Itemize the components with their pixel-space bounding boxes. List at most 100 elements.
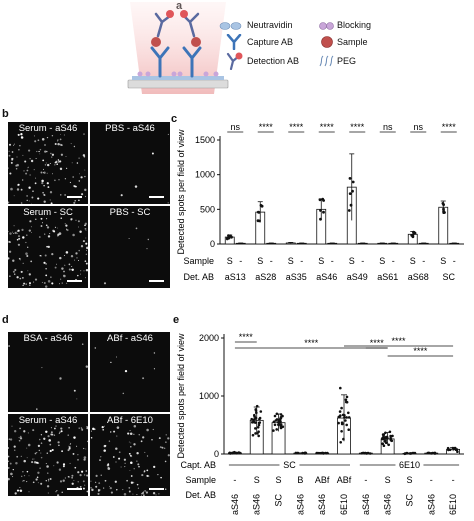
- spot: [64, 223, 66, 225]
- data-point: [254, 409, 258, 412]
- spot: [76, 257, 78, 259]
- data-point: [277, 419, 281, 422]
- spot: [50, 276, 52, 278]
- spot: [77, 481, 79, 483]
- spot: [79, 173, 80, 175]
- spot: [42, 172, 44, 173]
- spot: [31, 461, 34, 464]
- spot: [77, 458, 79, 461]
- data-point: [275, 412, 279, 416]
- spot: [65, 224, 68, 227]
- spots-d-1: [8, 343, 88, 410]
- row-label-sample: Sample: [185, 475, 216, 485]
- data-point: [388, 430, 392, 434]
- spot: [87, 440, 88, 443]
- spot: [60, 430, 63, 433]
- spot: [41, 182, 44, 185]
- spot: [143, 471, 145, 473]
- spot: [78, 226, 79, 228]
- spot: [64, 178, 67, 180]
- det-ab-label: aS46: [230, 494, 240, 515]
- spot: [56, 461, 59, 464]
- spot: [50, 202, 53, 204]
- data-point: [366, 451, 370, 455]
- data-point: [347, 416, 351, 419]
- data-point: [275, 428, 278, 431]
- significance-label: ****: [413, 346, 428, 356]
- spot: [47, 245, 50, 249]
- spot: [41, 367, 43, 369]
- spot: [98, 482, 101, 484]
- spot: [68, 268, 71, 271]
- sample-label: -: [270, 256, 273, 266]
- spot: [40, 442, 43, 444]
- spot: [94, 347, 97, 349]
- spot: [8, 250, 12, 253]
- spot: [141, 474, 144, 477]
- sample-label: S: [406, 475, 412, 485]
- spot: [28, 200, 30, 202]
- blocking-molecules: [137, 71, 219, 77]
- spot: [27, 270, 29, 272]
- data-point: [451, 446, 455, 450]
- data-point: [413, 451, 417, 455]
- spot: [51, 153, 55, 156]
- spot: [59, 283, 60, 285]
- spot: [62, 479, 65, 482]
- spot: [17, 133, 20, 136]
- spot: [37, 471, 40, 474]
- spot: [81, 428, 84, 431]
- spot: [104, 479, 107, 482]
- spot: [144, 490, 146, 492]
- data-point: [337, 421, 340, 425]
- spot: [73, 185, 76, 188]
- spot: [34, 182, 37, 185]
- data-point: [384, 431, 387, 435]
- spot: [165, 441, 167, 443]
- data-point: [361, 451, 364, 455]
- spot: [95, 481, 97, 483]
- spot: [19, 486, 21, 489]
- spot: [136, 460, 138, 462]
- spot: [18, 436, 20, 438]
- spot: [50, 431, 53, 434]
- spot: [77, 259, 80, 262]
- spot: [37, 197, 40, 200]
- spot: [75, 219, 77, 221]
- spot: [8, 240, 10, 243]
- spot: [53, 465, 55, 467]
- micrograph-label: Serum - aS46: [18, 415, 78, 426]
- legend-peg: PEG: [337, 56, 357, 66]
- spot: [45, 162, 47, 164]
- spot: [45, 462, 47, 465]
- spot: [36, 408, 38, 410]
- spot: [146, 455, 149, 457]
- sample-label: -: [239, 256, 242, 266]
- spot: [28, 273, 31, 276]
- spot: [73, 479, 75, 481]
- spot: [8, 201, 10, 204]
- data-point: [255, 404, 259, 408]
- spot: [47, 472, 49, 474]
- spot: [42, 191, 44, 194]
- spot: [153, 352, 156, 354]
- det-ab-label: aS46: [252, 494, 262, 515]
- spot: [115, 447, 118, 450]
- spot: [19, 490, 21, 491]
- spot: [24, 160, 27, 163]
- data-point: [258, 219, 261, 223]
- scale-bar: [149, 280, 164, 282]
- spot: [130, 446, 132, 448]
- detection-fluorophore-2: [180, 10, 188, 18]
- sample-label: -: [453, 256, 456, 266]
- spot: [46, 150, 48, 153]
- spot: [26, 457, 28, 459]
- data-point: [279, 416, 283, 420]
- spot: [33, 461, 37, 464]
- spot: [8, 446, 10, 450]
- spot: [146, 469, 149, 472]
- spots-b-2: [120, 133, 169, 204]
- spot: [107, 467, 109, 469]
- spot: [12, 476, 14, 478]
- data-point: [339, 441, 342, 444]
